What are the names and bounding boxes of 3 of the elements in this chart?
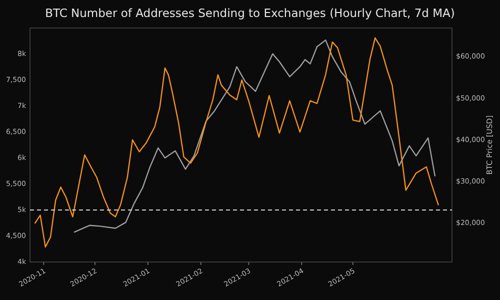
line-series [34, 37, 439, 248]
line-series [74, 39, 436, 233]
chart-title: BTC Number of Addresses Sending to Exchanges (Hourly Chart, 7d MA) [45, 6, 455, 20]
